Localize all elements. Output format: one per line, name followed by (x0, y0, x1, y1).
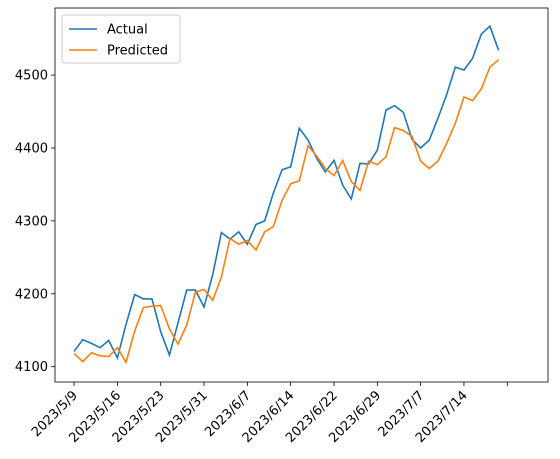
y-tick-label: 4200 (15, 287, 48, 302)
y-tick-label: 4100 (15, 360, 48, 375)
legend: Actual Predicted (61, 14, 181, 64)
y-tick-label: 4300 (15, 214, 48, 229)
series-line (73, 24, 500, 361)
series-line (73, 59, 500, 365)
y-tick-label: 4400 (15, 141, 48, 156)
y-tick-label: 4500 (15, 69, 48, 84)
plot-frame (54, 7, 549, 383)
legend-label: Predicted (107, 44, 168, 59)
legend-box (61, 14, 181, 64)
legend-label: Actual (107, 23, 148, 38)
